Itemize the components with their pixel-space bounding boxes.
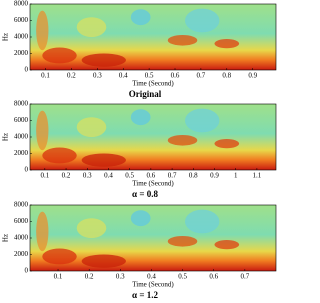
y-tick-label: 8000 [14, 100, 29, 108]
x-tick-label: 0.8 [222, 72, 231, 80]
x-tick-label: 0.3 [93, 72, 102, 80]
spectrogram-texture [184, 8, 220, 33]
figure: 0 2000 4000 6000 8000 0.1 0.2 0.3 0.4 0.5 0.6 0.7 0.… [2, 0, 277, 300]
y-tick-label: 8000 [14, 201, 29, 209]
x-tick-label: 0.1 [41, 72, 50, 80]
y-axis-label: Hz [2, 234, 10, 242]
spectrogram-texture [42, 147, 77, 164]
spectrogram-texture [81, 254, 126, 268]
y-tick-label: 6000 [14, 217, 29, 225]
spectrogram-texture [184, 209, 220, 234]
x-tick-label: 0.9 [248, 72, 257, 80]
x-tick-label: 0.9 [210, 172, 219, 180]
y-tick-label: 2000 [14, 49, 29, 57]
x-tick-label: 0.3 [116, 273, 125, 281]
x-tick-label: 0.6 [147, 172, 156, 180]
x-tick-label: 0.2 [62, 172, 71, 180]
spectrogram-texture [42, 248, 77, 265]
spectrogram-texture [214, 138, 240, 149]
y-tick-label: 2000 [14, 250, 29, 258]
y-tick-label: 0 [25, 66, 29, 74]
x-tick-label: 0.7 [240, 273, 249, 281]
spectrogram-texture [130, 210, 151, 227]
spectrogram-texture [214, 38, 240, 49]
y-axis-label: Hz [2, 133, 10, 141]
x-tick-label: 0.5 [145, 72, 154, 80]
x-axis-label: Time (Second) [132, 80, 174, 88]
x-tick-label: 0.6 [171, 72, 180, 80]
spectrogram-texture [36, 110, 49, 151]
y-tick-label: 0 [25, 166, 29, 174]
spectrogram-texture [214, 239, 240, 250]
y-tick-label: 8000 [14, 0, 29, 8]
y-axis-label: Hz [2, 33, 10, 41]
y-tick-label: 6000 [14, 16, 29, 24]
spectrogram-texture [81, 53, 126, 67]
panel-caption: α = 0.8 [132, 189, 158, 199]
y-tick-label: 4000 [14, 33, 29, 41]
x-tick-label: 0.1 [40, 172, 49, 180]
x-tick-label: 0.5 [125, 172, 134, 180]
x-tick-label: 0.5 [178, 273, 187, 281]
spectrogram-texture [76, 218, 107, 239]
y-tick-label: 4000 [14, 234, 29, 242]
panel-caption: α = 1.2 [132, 290, 158, 300]
x-tick-label: 0.7 [168, 172, 177, 180]
x-tick-label: 0.4 [119, 72, 128, 80]
x-tick-label: 0.4 [147, 273, 156, 281]
x-tick-label: 0.7 [197, 72, 206, 80]
y-tick-label: 0 [25, 267, 29, 275]
spectrogram-texture [167, 35, 198, 46]
spectrogram-texture [76, 117, 107, 137]
spectrogram-texture [81, 153, 126, 167]
spectrogram-texture [130, 109, 151, 126]
x-tick-label: 0.1 [54, 273, 63, 281]
y-tick-label: 6000 [14, 116, 29, 124]
x-axis-label: Time (Second) [132, 180, 174, 188]
x-tick-label: 0.8 [189, 172, 198, 180]
x-axis-label: Time (Second) [132, 281, 174, 289]
spectrogram-texture [184, 108, 220, 133]
panel-caption: Original [129, 89, 162, 99]
x-tick-label: 1 [234, 172, 238, 180]
spectrogram-texture [76, 17, 107, 37]
spectrogram-texture [36, 10, 49, 51]
y-tick-label: 4000 [14, 133, 29, 141]
x-tick-label: 0.4 [104, 172, 113, 180]
spectrogram-texture [167, 135, 198, 146]
x-tick-label: 1.1 [253, 172, 262, 180]
x-tick-label: 0.2 [67, 72, 76, 80]
x-tick-label: 0.3 [83, 172, 92, 180]
y-tick-label: 2000 [14, 149, 29, 157]
x-tick-label: 0.2 [85, 273, 94, 281]
spectrogram-texture [167, 236, 198, 247]
spectrogram-texture [36, 211, 49, 252]
spectrogram-texture [130, 9, 151, 26]
spectrogram-texture [42, 47, 77, 64]
x-tick-label: 0.6 [209, 273, 218, 281]
